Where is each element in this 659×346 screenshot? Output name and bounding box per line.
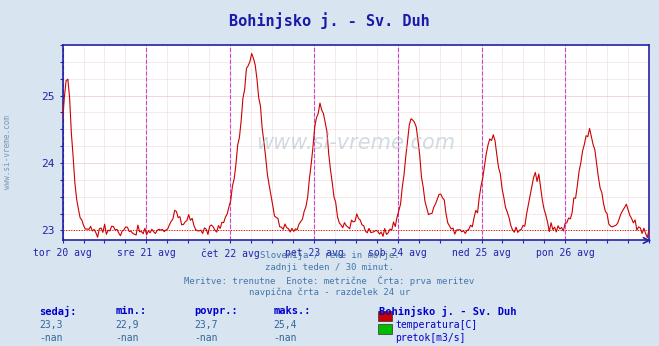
Text: Slovenija / reke in morje.: Slovenija / reke in morje. [260,251,399,260]
Text: www.si-vreme.com: www.si-vreme.com [3,115,13,189]
Text: -nan: -nan [40,333,63,343]
Text: 22,9: 22,9 [115,320,139,330]
Text: 23,3: 23,3 [40,320,63,330]
Text: zadnji teden / 30 minut.: zadnji teden / 30 minut. [265,263,394,272]
Text: Bohinjsko j. - Sv. Duh: Bohinjsko j. - Sv. Duh [379,306,517,317]
Text: 23,7: 23,7 [194,320,218,330]
Text: Meritve: trenutne  Enote: metrične  Črta: prva meritev: Meritve: trenutne Enote: metrične Črta: … [185,275,474,286]
Text: maks.:: maks.: [273,306,311,316]
Text: -nan: -nan [115,333,139,343]
Text: povpr.:: povpr.: [194,306,238,316]
Text: Bohinjsko j. - Sv. Duh: Bohinjsko j. - Sv. Duh [229,12,430,29]
Text: temperatura[C]: temperatura[C] [395,320,478,330]
Text: -nan: -nan [194,333,218,343]
Text: min.:: min.: [115,306,146,316]
Text: -nan: -nan [273,333,297,343]
Text: 25,4: 25,4 [273,320,297,330]
Text: sedaj:: sedaj: [40,306,77,317]
Text: pretok[m3/s]: pretok[m3/s] [395,333,466,343]
Text: www.si-vreme.com: www.si-vreme.com [256,133,455,153]
Text: navpična črta - razdelek 24 ur: navpična črta - razdelek 24 ur [249,288,410,297]
